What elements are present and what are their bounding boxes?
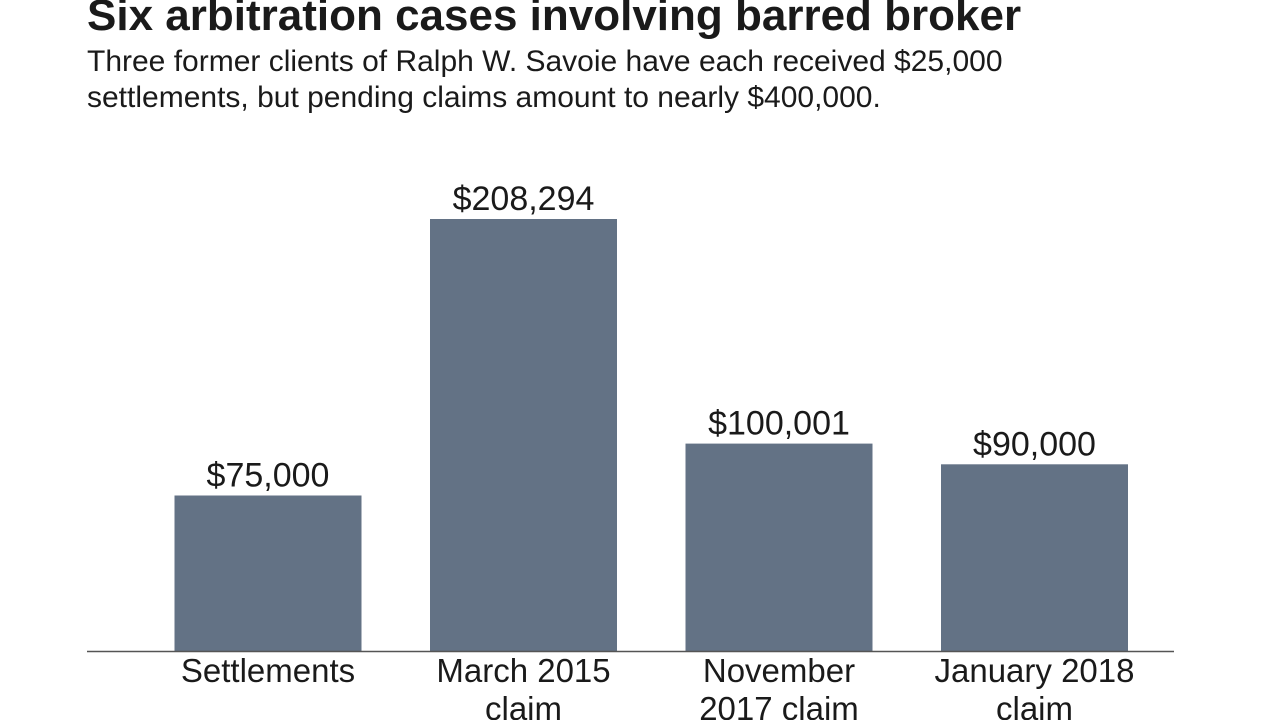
category-label-2-line-2: claim bbox=[485, 690, 562, 720]
category-label-2-line-1: March 2015 bbox=[436, 652, 610, 689]
bar-4 bbox=[941, 464, 1128, 651]
chart-title: Six arbitration cases involving barred b… bbox=[87, 0, 1022, 40]
bar-value-label-4: $90,000 bbox=[973, 425, 1096, 463]
bar-2 bbox=[430, 219, 617, 651]
bar-1 bbox=[174, 495, 362, 651]
category-label-4-line-1: January 2018 bbox=[935, 652, 1135, 689]
bar-3 bbox=[685, 443, 873, 651]
category-label-1-line-1: Settlements bbox=[181, 652, 355, 689]
bar-value-label-3: $100,001 bbox=[708, 405, 850, 443]
category-label-3-line-2: 2017 claim bbox=[699, 690, 859, 720]
category-label-3-line-1: November bbox=[703, 652, 855, 689]
chart-subtitle: Three former clients of Ralph W. Savoie … bbox=[87, 45, 1003, 114]
bar-value-label-1: $75,000 bbox=[207, 457, 330, 495]
category-label-4-line-2: claim bbox=[996, 690, 1073, 720]
bar-value-label-2: $208,294 bbox=[453, 180, 595, 218]
